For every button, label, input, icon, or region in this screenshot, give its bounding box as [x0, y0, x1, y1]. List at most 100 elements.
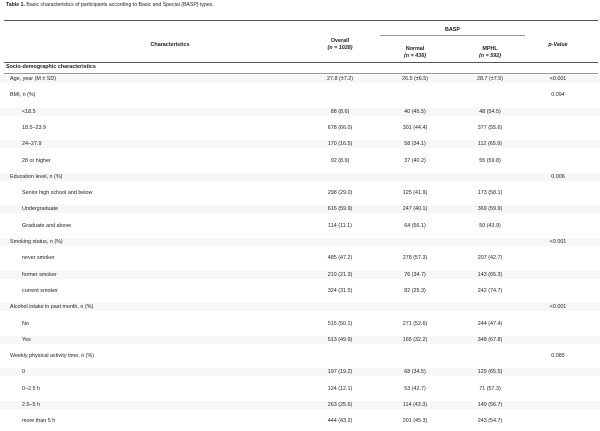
header-mphl-line1: MPHL: [482, 46, 498, 52]
cell-normal: 165 (32.2): [402, 336, 428, 343]
table-row: 18.5–23.9 678 (66.0) 301 (44.4) 377 (55.6): [0, 124, 600, 132]
cell-overall: 444 (43.2): [327, 418, 353, 425]
top-rule: [4, 20, 598, 21]
row-label: Graduate and above: [22, 222, 72, 229]
cell-normal: 68 (34.5): [404, 369, 426, 376]
table-row: current smoker 324 (31.5) 82 (25.3) 242 (74…: [0, 287, 600, 295]
header-overall-line1: Overall: [330, 38, 350, 44]
row-label: Age, year (M ± SD): [10, 76, 57, 82]
row-label: more than 5 h: [22, 418, 56, 425]
header-normal: Normal (n = 436): [380, 46, 450, 59]
cell-mphl: 50 (43.9): [479, 222, 501, 229]
cell-mphl: 129 (65.5): [477, 369, 503, 376]
cell-overall: 515 (50.1): [327, 320, 353, 327]
cell-mphl: 71 (57.3): [479, 385, 501, 392]
cell-mphl: 173 (58.1): [477, 190, 503, 197]
row-label: Senior high school and below: [22, 190, 93, 197]
row-label: Alcohol intake in past month, n (%): [10, 304, 94, 311]
cell-mphl: 48 (54.5): [479, 108, 501, 115]
cell-normal: 64 (56.1): [404, 222, 426, 229]
table-row: Yes 513 (49.9) 165 (32.2) 348 (67.8): [0, 335, 600, 344]
header-mphl-line2: (n = 592): [478, 52, 502, 59]
cell-normal: 114 (43.3): [402, 402, 428, 408]
cell-overall: 124 (12.1): [327, 385, 353, 392]
cell-normal: 76 (34.7): [404, 271, 426, 278]
header-basp: BASP: [445, 27, 460, 33]
row-label: never smoker: [22, 255, 55, 262]
row-label: Undergraduate: [22, 206, 58, 213]
row-label: No: [22, 320, 29, 327]
table-row: Senior high school and below 298 (29.0) 12…: [0, 189, 600, 197]
cell-mphl: 242 (74.7): [477, 287, 503, 294]
row-label: former smoker: [22, 271, 57, 278]
caption-label: Table 1.: [6, 2, 25, 8]
cell-overall: 114 (11.1): [328, 222, 352, 229]
cell-overall: 513 (49.9): [327, 336, 353, 343]
cell-overall: 298 (29.0): [327, 190, 353, 197]
cell-normal: 247 (40.1): [402, 206, 428, 213]
header-overall-line2: (n = 1028): [327, 44, 353, 51]
cell-normal: 125 (41.9): [402, 190, 428, 197]
row-label: 0: [22, 369, 25, 376]
cell-overall: 170 (16.5): [327, 141, 353, 148]
cell-overall: 219 (21.3): [327, 271, 353, 278]
table-row: Weekly physical activity time, n (%) 0.08…: [0, 352, 600, 360]
cell-normal: 40 (45.5): [404, 108, 426, 115]
row-label: Smoking status, n (%): [10, 239, 63, 245]
table-row: No 515 (50.1) 271 (52.6) 244 (47.4): [0, 320, 600, 328]
cell-overall: 324 (31.5): [327, 287, 353, 294]
cell-overall: 197 (19.2): [327, 369, 353, 376]
cell-overall: 27.8 (±7.2): [326, 76, 354, 82]
header-normal-line2: (n = 436): [403, 52, 427, 59]
cell-mphl: 112 (65.9): [477, 141, 503, 148]
row-label: 0–2.5 h: [22, 385, 40, 392]
cell-mphl: 28.7 (±7.5): [476, 76, 504, 82]
cell-normal: 37 (40.2): [404, 157, 426, 164]
cell-overall: 678 (66.0): [327, 124, 353, 131]
row-label: 28 or higher: [22, 157, 51, 164]
cell-normal: 201 (45.3): [402, 418, 428, 425]
row-label: Education level, n (%): [10, 173, 63, 180]
cell-overall: 616 (59.9): [327, 206, 353, 213]
table-row: <18.5 88 (8.6) 40 (45.5) 48 (54.5): [0, 107, 600, 116]
cell-normal: 58 (34.1): [404, 141, 426, 148]
cell-mphl: 55 (59.8): [479, 157, 501, 164]
table-row: 0 197 (19.2) 68 (34.5) 129 (65.5): [0, 368, 600, 377]
table-row: former smoker 219 (21.3) 76 (34.7) 143 (65.…: [0, 270, 600, 279]
section-title: Socio-demographic characteristics: [6, 64, 96, 70]
row-label: <18.5: [22, 108, 36, 115]
cell-normal: 82 (25.3): [404, 287, 426, 294]
row-label: 18.5–23.9: [22, 124, 46, 131]
table-row: Undergraduate 616 (59.9) 247 (40.1) 369 (59…: [0, 205, 600, 214]
cell-p: 0.006: [551, 173, 565, 180]
cell-normal: 301 (44.4): [402, 124, 428, 131]
table-caption: Table 1. Basic characteristics of partic…: [6, 2, 596, 9]
table-row: Age, year (M ± SD) 27.8 (±7.2) 26.5 (±6.5)…: [0, 75, 600, 83]
table-row: more than 5 h 444 (43.2) 201 (45.3) 243 (54…: [0, 417, 600, 425]
table-row: Graduate and above 114 (11.1) 64 (56.1) 50 …: [0, 222, 600, 230]
header-rule: [4, 62, 598, 63]
header-overall: Overall (n = 1028): [305, 38, 375, 51]
cell-p: 0.085: [551, 353, 565, 360]
row-label: Yes: [22, 336, 31, 343]
cell-mphl: 348 (67.8): [477, 336, 503, 343]
cell-mphl: 369 (59.9): [477, 206, 503, 213]
row-label: current smoker: [22, 287, 58, 294]
cell-mphl: 244 (47.4): [477, 320, 503, 327]
cell-normal: 53 (42.7): [404, 385, 426, 392]
cell-normal: 26.5 (±6.5): [401, 76, 429, 82]
table-row: 24–27.9 170 (16.5) 58 (34.1) 112 (65.9): [0, 140, 600, 149]
cell-normal: 278 (57.3): [402, 255, 428, 262]
header-pvalue: p-Value: [548, 42, 568, 48]
row-label: BMI, n (%): [10, 92, 36, 99]
table-row: never smoker 485 (47.2) 278 (57.3) 207 (42.…: [0, 254, 600, 262]
cell-mphl: 143 (65.3): [477, 271, 503, 278]
caption-text: Basic characteristics of participants ac…: [24, 2, 214, 8]
basp-underline: [380, 35, 525, 36]
header-characteristics: Characteristics: [150, 42, 190, 48]
table-row: 2.5–5 h 263 (25.6) 114 (43.3) 149 (56.7): [0, 401, 600, 409]
row-label: Weekly physical activity time, n (%): [10, 353, 95, 360]
cell-mphl: 243 (54.7): [477, 418, 503, 425]
cell-mphl: 149 (56.7): [477, 402, 503, 408]
row-label: 2.5–5 h: [22, 402, 40, 408]
